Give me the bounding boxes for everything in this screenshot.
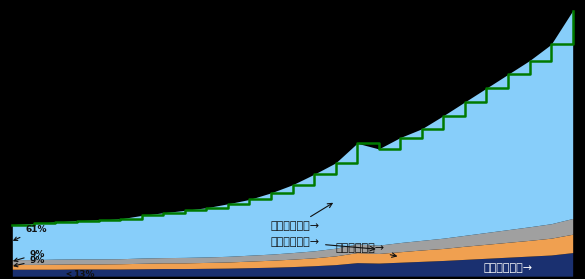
Text: 9%: 9% (14, 256, 45, 267)
Text: 東部アフリカ→: 東部アフリカ→ (483, 263, 532, 273)
Text: 9%: 9% (14, 249, 45, 262)
Text: 13%: 13% (67, 270, 94, 279)
Text: 中部アフリカ→: 中部アフリカ→ (336, 243, 397, 257)
Text: 西部アフリカ→: 西部アフリカ→ (271, 203, 332, 231)
Text: 南部アフリカ→: 南部アフリカ→ (271, 237, 375, 251)
Text: 61%: 61% (14, 225, 47, 240)
